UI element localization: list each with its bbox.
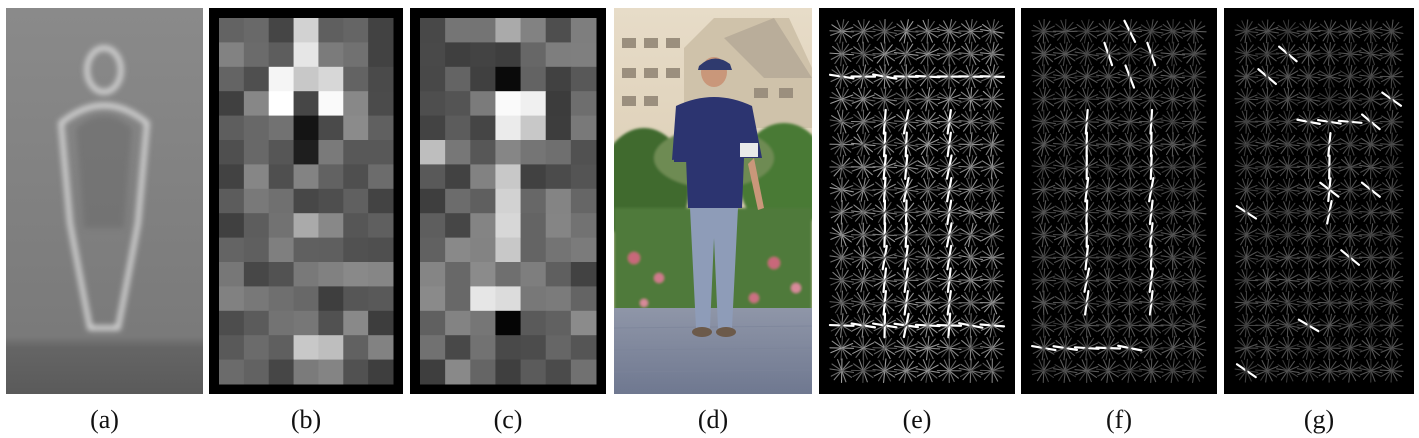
block-grid [410,8,606,394]
hog-glyphs [1021,8,1217,394]
panel-d-person-photo [614,8,812,394]
label-c: (c) [493,405,523,434]
hog-glyphs [1224,8,1414,394]
hog-glyphs [819,8,1015,394]
label-g: (g) [1303,405,1335,434]
label-b: (b) [290,405,322,434]
panel-c-block-weights [410,8,606,394]
label-a: (a) [90,405,119,434]
panel-e-hog-descriptor [819,8,1015,394]
panel-g-hog-weighted [1224,8,1414,394]
panel-f-hog-weighted [1021,8,1217,394]
label-f: (f) [1106,405,1132,434]
label-e: (e) [902,405,932,434]
label-d: (d) [697,405,729,434]
block-grid [209,8,403,394]
panel-b-block-weights [209,8,403,394]
panel-a-average-gradient [6,8,203,394]
